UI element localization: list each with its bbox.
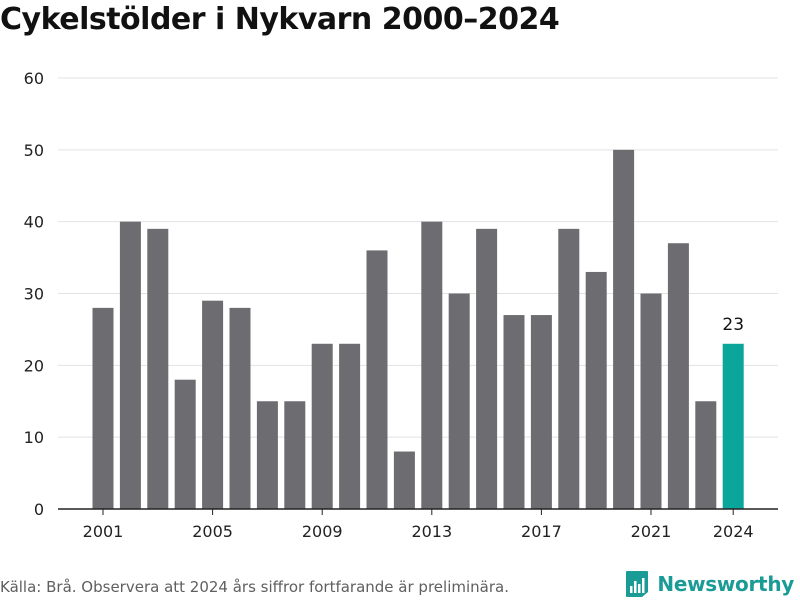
x-tick-label: 2021 xyxy=(631,522,672,541)
x-axis-tick-labels: 2001 2005 2009 2013 2017 2021 2024 xyxy=(83,522,754,541)
bar xyxy=(503,315,525,509)
bar xyxy=(174,379,196,509)
x-tick-label: 2013 xyxy=(411,522,452,541)
bar xyxy=(92,307,114,509)
bar xyxy=(202,300,224,509)
bar xyxy=(558,228,580,509)
bar xyxy=(613,149,635,510)
y-tick-label: 20 xyxy=(24,356,44,375)
source-note: Källa: Brå. Observera att 2024 års siffr… xyxy=(0,578,509,596)
x-tick-label: 2001 xyxy=(83,522,124,541)
y-tick-label: 0 xyxy=(34,500,44,519)
bars xyxy=(92,149,744,510)
y-tick-label: 50 xyxy=(24,141,44,160)
y-tick-label: 40 xyxy=(24,213,44,232)
bar xyxy=(695,401,717,509)
x-tick-label: 2005 xyxy=(192,522,233,541)
bar xyxy=(147,228,169,509)
data-label: 23 xyxy=(722,315,744,335)
bar xyxy=(284,401,306,509)
bar xyxy=(339,343,361,509)
newsworthy-logo-icon xyxy=(626,571,649,597)
bar xyxy=(229,307,251,509)
bar xyxy=(119,221,141,509)
y-tick-label: 30 xyxy=(24,285,44,304)
bar xyxy=(311,343,333,509)
x-tick-label: 2009 xyxy=(302,522,343,541)
bar xyxy=(530,315,552,509)
bar xyxy=(640,293,662,509)
bar xyxy=(585,271,607,509)
bar xyxy=(393,451,415,509)
bar-highlighted xyxy=(722,343,744,509)
bar xyxy=(476,228,498,509)
y-tick-label: 10 xyxy=(24,428,44,447)
chart-title: Cykelstölder i Nykvarn 2000–2024 xyxy=(0,2,560,37)
bar xyxy=(448,293,470,509)
y-axis-tick-labels: 0 10 20 30 40 50 60 xyxy=(24,69,44,519)
bar xyxy=(256,401,278,509)
brand-name: Newsworthy xyxy=(657,572,794,596)
data-labels: 23 xyxy=(722,315,744,335)
bar xyxy=(421,221,443,509)
brand[interactable]: Newsworthy xyxy=(625,569,794,599)
x-tick-label: 2024 xyxy=(713,522,754,541)
bar xyxy=(366,250,388,509)
x-tick-label: 2017 xyxy=(521,522,562,541)
bar xyxy=(667,243,689,509)
x-axis xyxy=(58,508,778,515)
y-tick-label: 60 xyxy=(24,69,44,88)
